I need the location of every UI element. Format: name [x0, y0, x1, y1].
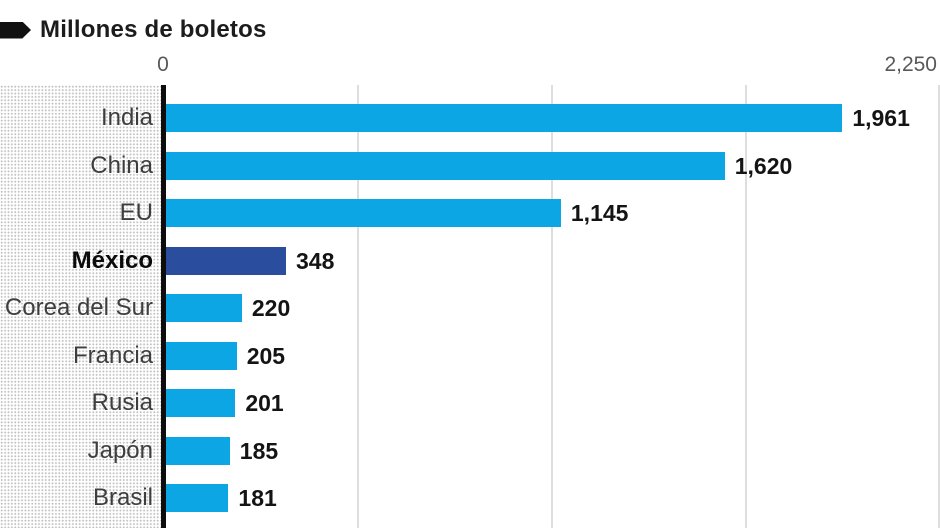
y-axis-line — [161, 85, 166, 528]
value-label: 1,145 — [570, 200, 629, 226]
bar-row: Francia 205 — [0, 341, 940, 370]
bar — [166, 389, 236, 417]
chart-header: Millones de boletos — [0, 16, 267, 44]
category-label: Francia — [72, 341, 153, 369]
bar — [166, 199, 561, 227]
value-label: 1,961 — [852, 105, 910, 131]
bar — [166, 104, 843, 132]
bar — [166, 246, 287, 275]
bar-row: China 1,620 — [0, 151, 940, 180]
bar-row: Brasil 181 — [0, 484, 940, 512]
value-label: 1,620 — [734, 152, 793, 179]
category-label: Brasil — [92, 484, 153, 511]
chart-title: Millones de boletos — [40, 16, 267, 43]
gridline — [938, 85, 940, 528]
category-label: Rusia — [91, 389, 153, 416]
axis-tick-min: 0 — [157, 53, 169, 76]
value-label: 348 — [296, 247, 335, 274]
dotted-background — [0, 85, 161, 528]
category-label: México — [71, 246, 153, 274]
bar — [166, 484, 229, 512]
value-label: 185 — [239, 437, 279, 464]
category-label: EU — [119, 199, 153, 226]
value-label: 220 — [251, 295, 291, 321]
bar-row: EU 1,145 — [0, 199, 940, 227]
category-label: Corea del Sur — [4, 294, 153, 321]
tag-icon — [0, 21, 31, 39]
value-label: 205 — [246, 342, 286, 369]
bar-row: Corea del Sur 220 — [0, 294, 940, 322]
value-label: 201 — [245, 390, 284, 416]
bar — [166, 151, 725, 180]
category-label: China — [90, 151, 153, 179]
bar-row: México 348 — [0, 246, 940, 275]
value-label: 181 — [238, 485, 277, 511]
bar-row: Rusia 201 — [0, 389, 940, 417]
bar — [166, 341, 237, 370]
category-label: India — [100, 104, 153, 131]
gridline — [357, 85, 359, 528]
bar — [166, 436, 230, 465]
bar-row: Japón 185 — [0, 436, 940, 465]
gridline — [745, 85, 747, 528]
gridline — [551, 85, 553, 528]
plot-area: India 1,961 China 1,620 EU 1,145 México 348 Core… — [0, 85, 940, 528]
bar — [166, 294, 242, 322]
axis-tick-max: 2,250 — [884, 53, 937, 76]
bar-row: India 1,961 — [0, 104, 940, 132]
category-label: Japón — [87, 436, 153, 464]
